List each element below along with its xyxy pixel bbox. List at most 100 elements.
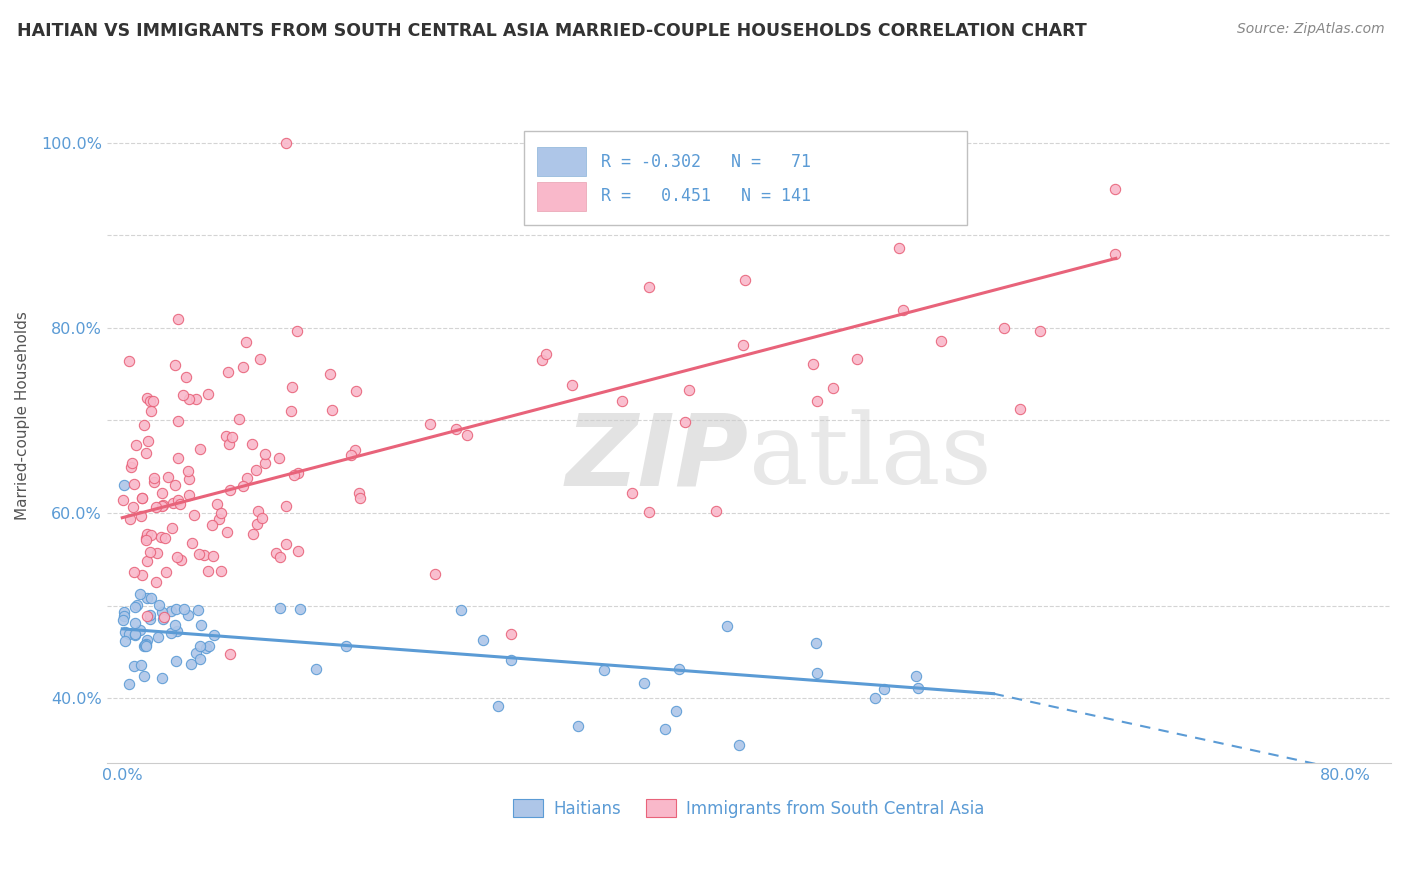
Point [232, 478, 254, 492]
Point [195, 641, 218, 656]
Point [152, 498, 174, 512]
Point [249, 352, 271, 367]
Point [202, 628, 225, 642]
Point [135, 446, 157, 460]
Text: atlas: atlas [749, 409, 991, 506]
Point [704, 504, 727, 518]
Point [235, 471, 257, 485]
Point [146, 546, 169, 560]
Point [138, 613, 160, 627]
Point [654, 722, 676, 736]
Point [620, 486, 643, 500]
Point [167, 414, 190, 428]
Point [734, 273, 756, 287]
Point [349, 491, 371, 505]
Point [141, 404, 163, 418]
Point [129, 508, 152, 523]
Point [152, 612, 174, 626]
Point [166, 451, 188, 466]
Point [132, 418, 155, 433]
Point [893, 303, 915, 318]
Point [806, 666, 828, 681]
Point [668, 662, 690, 676]
Point [152, 610, 174, 624]
Point [150, 605, 173, 619]
Point [124, 616, 146, 631]
Point [283, 467, 305, 482]
Point [905, 668, 928, 682]
Point [531, 353, 554, 368]
Point [114, 634, 136, 648]
Point [129, 658, 152, 673]
Point [246, 504, 269, 518]
Point [177, 607, 200, 622]
Point [806, 635, 828, 649]
Point [274, 537, 297, 551]
Point [172, 387, 194, 401]
Text: HAITIAN VS IMMIGRANTS FROM SOUTH CENTRAL ASIA MARRIED-COUPLE HOUSEHOLDS CORRELAT: HAITIAN VS IMMIGRANTS FROM SOUTH CENTRAL… [17, 22, 1087, 40]
Point [114, 624, 136, 639]
Point [267, 450, 290, 465]
Point [166, 493, 188, 508]
Point [136, 527, 159, 541]
Point [135, 392, 157, 406]
Point [929, 334, 952, 348]
Point [193, 548, 215, 562]
Point [287, 543, 309, 558]
Point [122, 659, 145, 673]
Point [499, 626, 522, 640]
Point [202, 549, 225, 564]
Point [209, 507, 232, 521]
Point [131, 491, 153, 505]
Text: R = -0.302   N =   71: R = -0.302 N = 71 [602, 153, 811, 170]
Point [135, 531, 157, 545]
Point [872, 681, 894, 696]
Point [290, 602, 312, 616]
Point [167, 312, 190, 326]
Point [1104, 246, 1126, 260]
Point [177, 464, 200, 478]
Point [638, 280, 661, 294]
Point [205, 497, 228, 511]
FancyBboxPatch shape [537, 147, 586, 177]
Point [183, 508, 205, 523]
Point [865, 691, 887, 706]
Point [190, 618, 212, 632]
Point [419, 417, 441, 431]
Point [889, 241, 911, 255]
Point [179, 472, 201, 486]
FancyBboxPatch shape [524, 131, 967, 225]
Point [165, 358, 187, 372]
Point [150, 486, 173, 500]
Point [218, 483, 240, 497]
Point [166, 550, 188, 565]
Point [287, 466, 309, 480]
Point [139, 393, 162, 408]
Point [253, 447, 276, 461]
Point [118, 626, 141, 640]
Point [160, 626, 183, 640]
Point [169, 497, 191, 511]
Point [269, 601, 291, 615]
Point [250, 510, 273, 524]
Point [269, 549, 291, 564]
Point [179, 392, 201, 407]
Point [242, 437, 264, 451]
Legend: Haitians, Immigrants from South Central Asia: Haitians, Immigrants from South Central … [506, 793, 991, 824]
Point [142, 475, 165, 489]
Point [450, 603, 472, 617]
Point [135, 637, 157, 651]
Point [280, 403, 302, 417]
Point [129, 587, 152, 601]
Point [188, 639, 211, 653]
Point [184, 646, 207, 660]
Point [124, 627, 146, 641]
Point [112, 613, 135, 627]
Point [806, 393, 828, 408]
Point [160, 604, 183, 618]
Point [150, 499, 173, 513]
Point [534, 347, 557, 361]
Point [129, 623, 152, 637]
Point [118, 353, 141, 368]
Point [285, 324, 308, 338]
